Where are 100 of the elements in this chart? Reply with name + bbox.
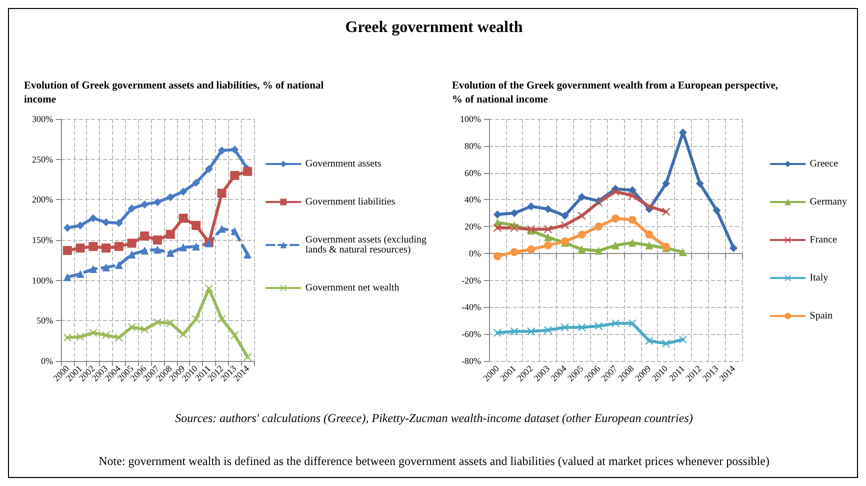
point (578, 212, 586, 220)
point (102, 263, 110, 272)
point (63, 273, 72, 282)
point (178, 214, 188, 223)
source-note: Sources: authors' calculations (Greece), Piketty-Zucman wealth-income dataset (other European countries) (174, 411, 694, 426)
point (140, 231, 150, 240)
y-tick-label: 40% (464, 194, 482, 205)
point (645, 336, 654, 345)
point (612, 188, 620, 196)
point (140, 326, 149, 334)
point (88, 242, 98, 251)
point (544, 326, 552, 334)
point (645, 241, 654, 250)
point (560, 323, 569, 332)
y-tick-label: 300% (32, 114, 54, 124)
y-tick-label: 20% (464, 222, 482, 232)
y-tick-label: 50% (36, 316, 54, 326)
point (102, 244, 111, 253)
point (628, 192, 636, 200)
point (154, 246, 162, 254)
y-tick-label: 0% (41, 356, 54, 366)
point (230, 170, 240, 180)
point (154, 198, 162, 206)
point (612, 241, 620, 250)
point (544, 233, 552, 242)
legend-label: Italy (810, 272, 828, 284)
point (128, 204, 136, 213)
point (645, 230, 654, 239)
point (493, 252, 502, 260)
y-tick-label: -40% (462, 302, 482, 312)
legend-label: Spain (810, 310, 833, 322)
point (218, 146, 226, 154)
point (140, 246, 149, 254)
point (154, 318, 162, 326)
point (166, 319, 174, 328)
point (218, 315, 226, 324)
y-tick-label: -20% (462, 275, 482, 286)
point (204, 165, 213, 174)
point (510, 248, 518, 256)
point (628, 319, 636, 328)
legend-label: France (810, 234, 838, 246)
legend-label: Government assets (excluding lands & natural resources) (305, 234, 430, 256)
point (578, 323, 586, 332)
legend-label: Germany (810, 196, 848, 208)
point (192, 178, 200, 187)
point (510, 327, 518, 336)
point (678, 248, 687, 256)
y-tick-label: 0% (469, 248, 482, 258)
point (230, 331, 239, 340)
point (76, 244, 85, 253)
point (89, 265, 98, 274)
point (192, 220, 201, 230)
point (63, 224, 72, 232)
point (612, 214, 620, 222)
point (628, 238, 636, 247)
point (696, 180, 704, 188)
y-tick-label: 60% (464, 168, 482, 178)
point (645, 202, 654, 210)
chart-title: Evolution of Greek government assets and liabilities, % of national income (24, 80, 326, 106)
y-tick-label: 150% (32, 235, 54, 245)
point (166, 248, 174, 257)
point (179, 243, 188, 252)
point (662, 208, 670, 216)
point (230, 146, 239, 154)
point (730, 244, 738, 252)
point (493, 224, 502, 232)
point (230, 227, 239, 236)
point (594, 246, 603, 255)
point (628, 216, 636, 224)
y-tick-label: 80% (464, 140, 482, 151)
point (244, 352, 252, 361)
point (127, 238, 136, 248)
point (510, 224, 518, 232)
point (527, 245, 536, 254)
point (662, 180, 670, 188)
point (544, 241, 552, 250)
point (76, 270, 84, 278)
point (493, 210, 502, 218)
point (678, 335, 687, 344)
point (114, 334, 123, 342)
point (560, 221, 569, 230)
point (192, 315, 200, 324)
legend-label: Government net wealth (305, 282, 400, 294)
point (166, 230, 175, 239)
point (578, 230, 586, 239)
text: Greek government wealth (344, 19, 524, 37)
legend-label: Greece (810, 158, 839, 170)
point (493, 328, 502, 337)
point (578, 245, 586, 254)
point (544, 205, 552, 214)
point (578, 192, 586, 201)
point (89, 328, 98, 337)
point (89, 214, 98, 222)
y-tick-label: 100% (460, 114, 482, 124)
y-tick-label: 250% (32, 154, 54, 164)
point (114, 242, 124, 251)
point (244, 250, 252, 259)
point (594, 322, 603, 330)
legend-label: Government liabilities (305, 196, 396, 208)
y-tick-label: -80% (462, 356, 482, 366)
